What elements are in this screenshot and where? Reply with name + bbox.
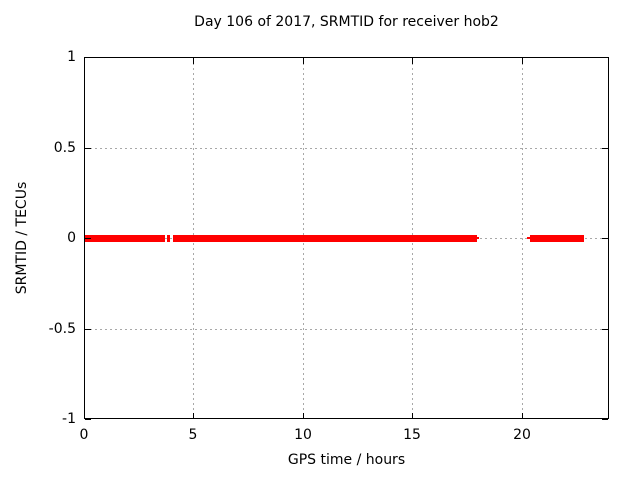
- series-segment-thick: [84, 235, 165, 242]
- y-tick-label: -1: [62, 411, 76, 427]
- x-tick-mark-bottom: [412, 413, 413, 419]
- x-tick-mark-bottom: [193, 413, 194, 419]
- x-tick-label: 15: [403, 427, 421, 443]
- x-tick-label: 0: [79, 427, 89, 443]
- y-tick-mark-right: [602, 329, 608, 330]
- y-tick-mark-left: [85, 329, 91, 330]
- y-tick-label: -0.5: [48, 321, 76, 337]
- x-tick-mark-bottom: [522, 413, 523, 419]
- y-tick-mark-right: [602, 238, 608, 239]
- y-tick-label: 0.5: [53, 140, 76, 156]
- x-tick-mark-top: [193, 58, 194, 64]
- series-segment-thin: [527, 237, 531, 239]
- series-segment-thick: [167, 235, 170, 242]
- plot-border: [84, 57, 609, 419]
- x-tick-label: 20: [513, 427, 531, 443]
- chart-title: Day 106 of 2017, SRMTID for receiver hob…: [194, 14, 499, 30]
- x-tick-mark-bottom: [303, 413, 304, 419]
- y-tick-label: 0: [67, 230, 76, 246]
- x-tick-mark-top: [84, 58, 85, 64]
- y-tick-mark-left: [85, 238, 91, 239]
- y-tick-mark-right: [602, 148, 608, 149]
- series-segment-thin: [477, 237, 479, 239]
- x-tick-label: 5: [188, 427, 198, 443]
- y-tick-mark-right: [602, 57, 608, 58]
- x-tick-mark-top: [522, 58, 523, 64]
- y-tick-label: 1: [67, 49, 76, 65]
- series-segment-thick: [173, 235, 477, 242]
- y-tick-mark-left: [85, 419, 91, 420]
- x-tick-label: 10: [294, 427, 312, 443]
- y-tick-mark-right: [602, 419, 608, 420]
- gridline-horizontal: [85, 148, 608, 149]
- x-tick-mark-top: [412, 58, 413, 64]
- gridline-horizontal: [85, 329, 608, 330]
- y-tick-mark-left: [85, 57, 91, 58]
- x-tick-mark-bottom: [84, 413, 85, 419]
- series-segment-thick: [530, 235, 584, 242]
- x-tick-mark-top: [303, 58, 304, 64]
- x-axis-label: GPS time / hours: [287, 452, 406, 468]
- y-tick-mark-left: [85, 148, 91, 149]
